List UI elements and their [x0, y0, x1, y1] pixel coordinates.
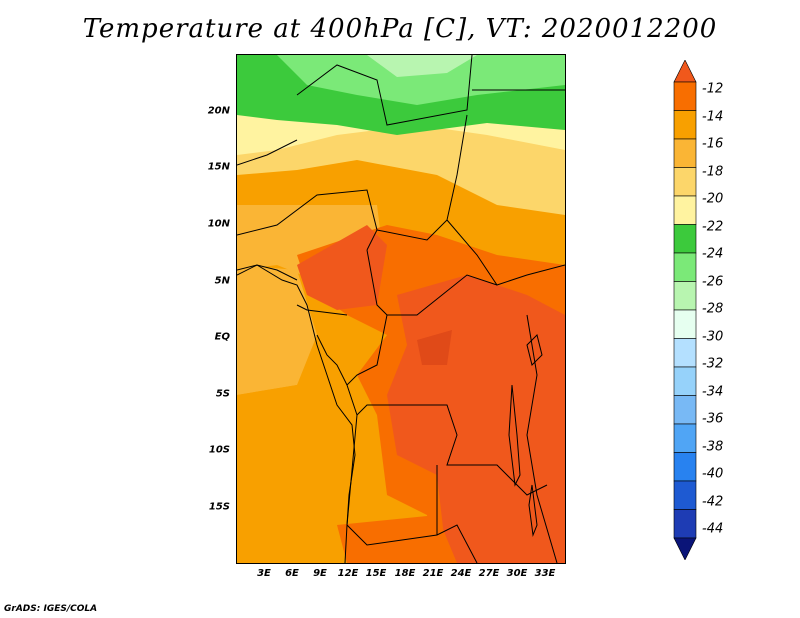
lake-malawi [528, 484, 538, 537]
colorbar-label: -12 [702, 81, 724, 97]
lat-label: 10N [207, 218, 230, 230]
colorbar [673, 60, 697, 560]
lon-label: 18E [394, 568, 416, 579]
field-minus12-west [297, 225, 387, 310]
colorbar-segment [673, 452, 697, 482]
colorbar-label: -38 [702, 439, 724, 455]
lon-label: 6E [285, 568, 299, 579]
lat-label: 20N [207, 105, 230, 117]
field-minus26 [277, 55, 565, 105]
colorbar-label: -36 [702, 411, 724, 427]
colorbar-label: -44 [702, 521, 724, 537]
lon-label: 15E [365, 568, 387, 579]
lat-label: 5S [215, 388, 230, 400]
colorbar-label: -22 [702, 219, 724, 235]
map-plot-area [236, 54, 566, 564]
lon-label: 33E [534, 568, 556, 579]
colorbar-segment [673, 537, 697, 560]
coastline [237, 264, 356, 563]
colorbar-segment [673, 423, 697, 453]
colorbar-segment [673, 110, 697, 140]
field-minus18-west [237, 265, 317, 395]
colorbar-segment [673, 309, 697, 339]
colorbar-segment [673, 281, 697, 311]
colorbar-label: -18 [702, 164, 724, 180]
colorbar-segment [673, 395, 697, 425]
colorbar-label: -16 [702, 136, 724, 152]
colorbar-label: -28 [702, 301, 724, 317]
map-title: Temperature at 400hPa [C], VT: 202001220… [82, 14, 718, 44]
lon-label: 24E [450, 568, 472, 579]
colorbar-segment [673, 252, 697, 282]
colorbar-segment [673, 60, 697, 83]
field-minus14-south [337, 515, 457, 563]
colorbar-label: -42 [702, 494, 724, 510]
colorbar-label: -34 [702, 384, 724, 400]
lat-label: 15N [207, 161, 230, 173]
colorbar-label: -40 [702, 466, 724, 482]
colorbar-label: -20 [702, 191, 724, 207]
colorbar-label: -24 [702, 246, 724, 262]
colorbar-segment [673, 480, 697, 510]
colorbar-segment [673, 509, 697, 539]
lake-victoria [526, 334, 543, 366]
colorbar-label: -30 [702, 329, 724, 345]
lat-label: 10S [208, 444, 230, 456]
lake-tanganyika [508, 384, 521, 487]
colorbar-segment [673, 338, 697, 368]
lon-label: 21E [422, 568, 444, 579]
lon-label: 12E [337, 568, 359, 579]
lat-label: EQ [214, 331, 230, 343]
lon-label: 30E [506, 568, 528, 579]
lon-label: 27E [478, 568, 500, 579]
field-minus16-south [237, 385, 377, 563]
temperature-field [237, 55, 565, 563]
colorbar-segment [673, 366, 697, 396]
field-warm-core [417, 330, 452, 365]
colorbar-segment [673, 195, 697, 225]
colorbar-label: -26 [702, 274, 724, 290]
colorbar-segment [673, 81, 697, 111]
colorbar-segment [673, 167, 697, 197]
colorbar-segment [673, 138, 697, 168]
lat-label: 5N [214, 275, 230, 287]
colorbar-label: -14 [702, 109, 724, 125]
credit-text: GrADS: IGES/COLA [4, 604, 98, 614]
colorbar-segment [673, 224, 697, 254]
field-minus28 [367, 55, 477, 77]
lat-label: 15S [208, 501, 230, 513]
lon-label: 9E [313, 568, 327, 579]
lon-label: 3E [257, 568, 271, 579]
colorbar-label: -32 [702, 356, 724, 372]
field-minus20 [237, 115, 565, 215]
